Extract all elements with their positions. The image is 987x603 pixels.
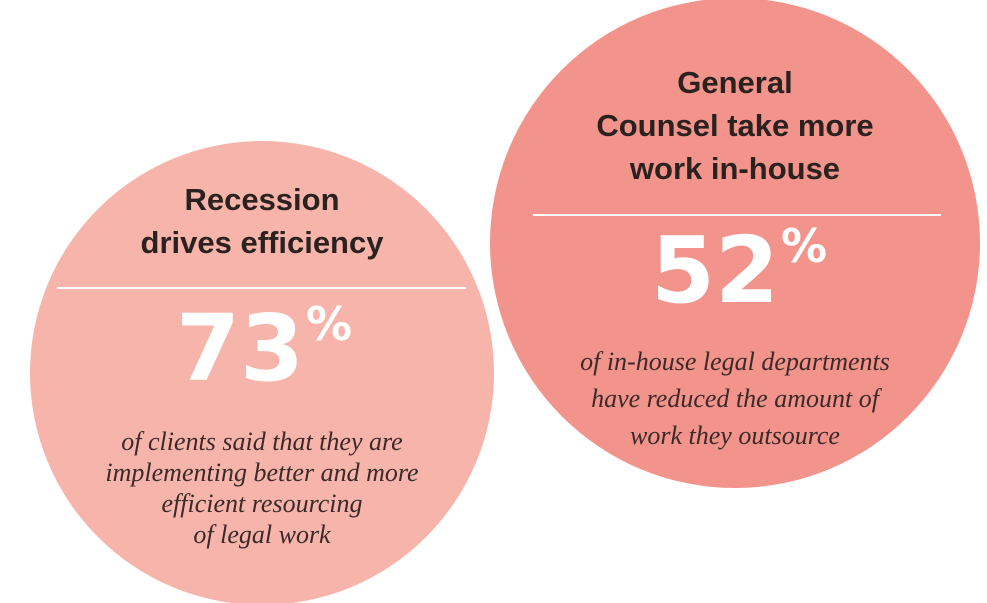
left-circle <box>30 141 494 603</box>
description: have reduced the amount of <box>591 384 883 413</box>
stat-unit: % <box>306 297 352 351</box>
circle-title: work in-house <box>629 151 840 186</box>
description: implementing better and more <box>105 458 418 487</box>
circle-title: Recession <box>184 182 339 217</box>
stat-unit: % <box>781 219 827 273</box>
description: of legal work <box>193 520 331 549</box>
right-circle <box>490 0 980 488</box>
stat: 52 <box>651 217 779 324</box>
description: efficient resourcing <box>162 489 363 518</box>
circle-title: Counsel take more <box>596 108 873 143</box>
description: of clients said that they are <box>121 427 402 456</box>
circle-title: drives efficiency <box>141 225 385 260</box>
content: Recession drives efficiency 73 % of clients … <box>105 65 889 549</box>
circle-title: General <box>677 65 792 100</box>
description: of in-house legal departments <box>580 347 890 376</box>
description: work they outsource <box>630 421 840 450</box>
stat: 73 <box>176 295 304 402</box>
